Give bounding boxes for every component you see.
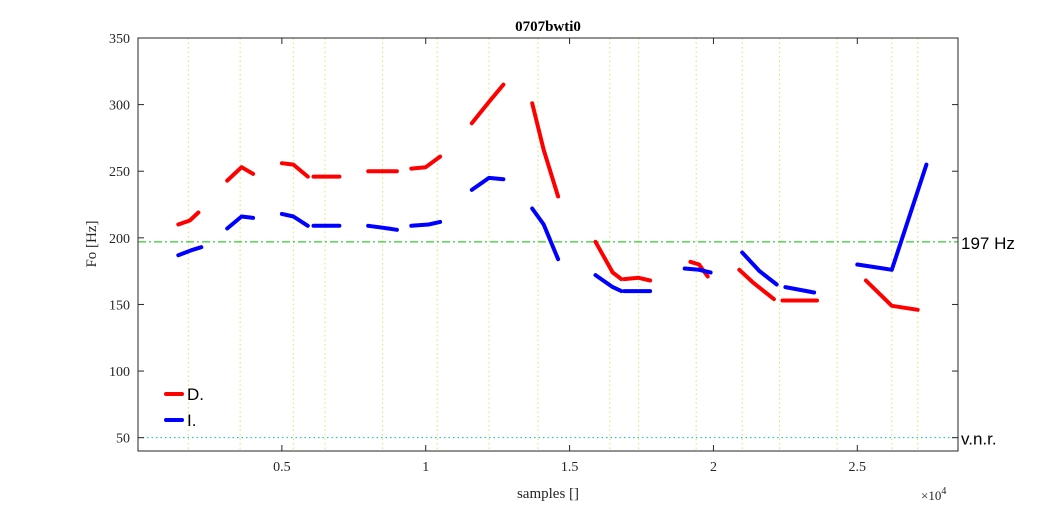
x-exponent-label: ×104 <box>921 486 946 503</box>
reference-lines: 197 Hz v.n.r. <box>138 234 1015 449</box>
series-0-segment-0 <box>176 210 201 227</box>
series-1-segment-2 <box>279 211 310 228</box>
x-axis-ticks: 0.5 1 1.5 2 2.5 <box>273 38 866 475</box>
legend-label-0: D. <box>187 385 204 404</box>
series-0-segment-7 <box>530 101 561 199</box>
reference-line-label-1: v.n.r. <box>961 430 997 449</box>
series-0-segment-6 <box>469 82 506 126</box>
x-exponent-base: ×10 <box>921 488 941 503</box>
series-1-segment-7 <box>530 206 561 262</box>
vertical-guides <box>187 38 919 451</box>
x-tick-label-0: 0.5 <box>273 460 291 475</box>
y-tick-label-0: 50 <box>116 432 130 447</box>
series-1-segment-10 <box>682 266 713 275</box>
x-axis-label: samples [] <box>517 486 579 502</box>
y-tick-label-5: 300 <box>109 99 130 114</box>
series-1-segment-11 <box>740 250 779 287</box>
legend: D. I. <box>164 385 204 430</box>
series-1-segment-5 <box>409 219 443 228</box>
legend-label-1: I. <box>187 411 196 430</box>
series-0-segment-8 <box>593 239 624 282</box>
x-tick-label-4: 2.5 <box>849 460 867 475</box>
y-tick-label-1: 100 <box>109 365 130 380</box>
series-0-segment-13 <box>863 278 920 312</box>
y-axis-label: Fo [Hz] <box>84 220 100 267</box>
series-0-segment-9 <box>622 275 653 283</box>
series-lines <box>176 82 929 312</box>
plot-frame <box>137 37 959 452</box>
y-tick-label-6: 350 <box>109 32 130 47</box>
series-1-segment-13 <box>855 162 929 272</box>
series-0-segment-11 <box>737 267 776 302</box>
y-axis-ticks: 50 100 150 200 250 300 350 <box>109 32 958 447</box>
series-0-segment-5 <box>409 154 443 171</box>
y-tick-label-3: 200 <box>109 232 130 247</box>
y-tick-label-4: 250 <box>109 165 130 180</box>
reference-line-label-0: 197 Hz <box>961 234 1015 253</box>
series-1-segment-1 <box>225 214 256 231</box>
series-1-segment-8 <box>593 273 624 294</box>
y-tick-label-2: 150 <box>109 298 130 313</box>
series-1-segment-12 <box>783 285 817 295</box>
x-tick-label-1: 1 <box>422 460 429 475</box>
x-tick-label-2: 1.5 <box>561 460 579 475</box>
x-exponent-power: 4 <box>941 486 946 497</box>
x-tick-label-3: 2 <box>710 460 717 475</box>
series-0-segment-1 <box>225 165 256 183</box>
series-1-segment-0 <box>176 245 204 258</box>
series-1-segment-4 <box>366 223 399 232</box>
chart-title: 0707bwti0 <box>515 19 581 35</box>
series-1-segment-6 <box>469 175 506 192</box>
series-0-segment-2 <box>279 161 310 179</box>
plot-area <box>138 38 958 451</box>
